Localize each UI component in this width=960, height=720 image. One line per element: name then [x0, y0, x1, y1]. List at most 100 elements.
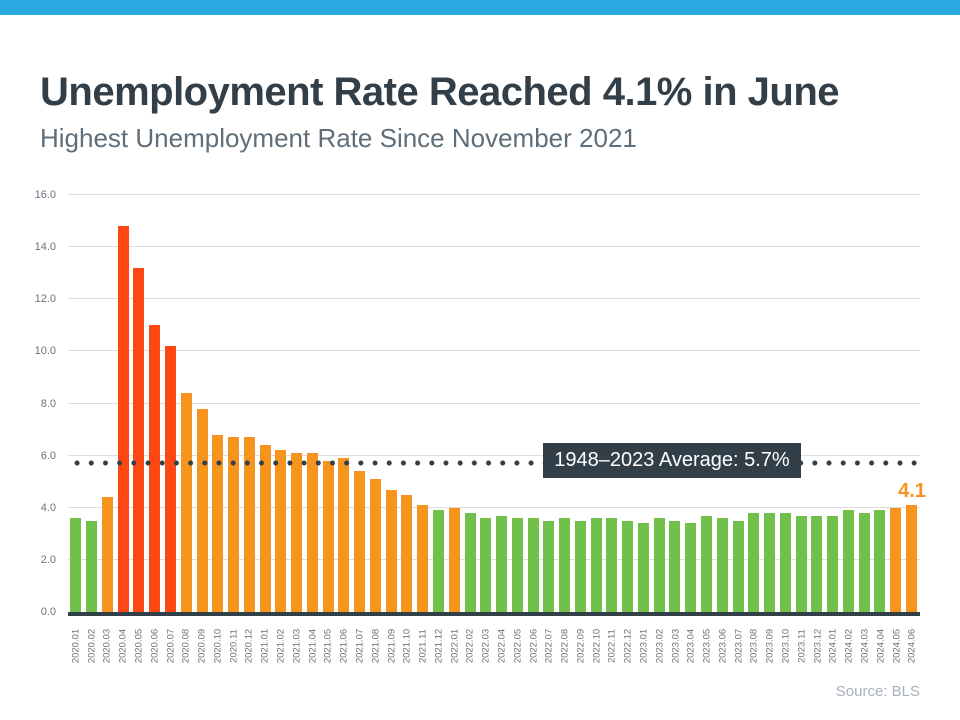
y-tick-label: 8.0 — [40, 397, 56, 410]
x-tick-2021.01: 2021.01 — [257, 617, 273, 675]
x-tick-label: 2021.12 — [433, 628, 445, 664]
x-tick-label: 2023.02 — [654, 628, 666, 664]
x-tick-2024.01: 2024.01 — [826, 617, 842, 675]
bar-2024.02 — [842, 510, 854, 612]
x-tick-label: 2020.02 — [86, 628, 98, 664]
x-tick-label: 2022.09 — [575, 628, 587, 664]
x-tick-label: 2023.11 — [796, 629, 808, 663]
x-tick-label: 2023.01 — [638, 628, 650, 664]
bar-2020.06 — [149, 325, 161, 612]
x-tick-2023.11: 2023.11 — [794, 617, 810, 675]
x-tick-label: 2020.09 — [196, 628, 208, 664]
bar-2021.01 — [259, 445, 271, 612]
y-tick-label: 4.0 — [40, 501, 56, 514]
x-tick-label: 2020.11 — [228, 629, 240, 663]
x-tick-2023.06: 2023.06 — [715, 617, 731, 675]
x-tick-label: 2023.12 — [812, 628, 824, 664]
bar-2020.03 — [101, 497, 113, 612]
bar-2021.06 — [338, 458, 350, 612]
x-tick-2024.02: 2024.02 — [841, 617, 857, 675]
x-tick-label: 2022.03 — [480, 628, 492, 664]
x-axis-labels: 2020.01 2020.02 2020.03 2020.04 2020.05 2020.… — [68, 617, 920, 675]
x-tick-label: 2024.03 — [859, 628, 871, 664]
x-tick-2021.10: 2021.10 — [399, 617, 415, 675]
bar-2023.01 — [637, 523, 649, 612]
bar-2024.04 — [874, 510, 886, 612]
x-tick-label: 2020.05 — [133, 628, 145, 664]
x-tick-label: 2020.03 — [101, 628, 113, 664]
x-tick-label: 2023.07 — [733, 628, 745, 664]
x-tick-2021.03: 2021.03 — [289, 617, 305, 675]
x-tick-label: 2022.05 — [512, 628, 524, 664]
y-axis-labels: 0.0 2.0 4.0 6.0 8.0 10.0 12.0 14.0 16.0 — [0, 189, 62, 618]
bar-2021.08 — [369, 479, 381, 612]
bar-2023.02 — [653, 518, 665, 612]
x-tick-label: 2021.11 — [417, 629, 429, 663]
y-tick-label: 2.0 — [40, 553, 56, 566]
gridline — [68, 558, 920, 560]
x-tick-label: 2023.03 — [670, 628, 682, 664]
x-tick-2020.07: 2020.07 — [163, 617, 179, 675]
x-tick-label: 2022.06 — [528, 628, 540, 664]
bar-2021.04 — [306, 453, 318, 612]
bar-2024.01 — [827, 515, 839, 612]
x-tick-label: 2021.04 — [307, 628, 319, 664]
average-line — [68, 460, 920, 467]
page-subtitle: Highest Unemployment Rate Since November… — [40, 122, 637, 153]
gridline — [68, 454, 920, 456]
bar-2021.07 — [354, 471, 366, 612]
x-tick-2021.07: 2021.07 — [352, 617, 368, 675]
bar-2022.03 — [480, 518, 492, 612]
x-tick-2023.12: 2023.12 — [810, 617, 826, 675]
bar-2021.02 — [275, 450, 287, 612]
bar-2022.06 — [527, 518, 539, 612]
x-tick-label: 2024.06 — [906, 628, 918, 664]
bar-2024.06 — [905, 505, 917, 612]
x-tick-2022.01: 2022.01 — [447, 617, 463, 675]
x-tick-2021.02: 2021.02 — [273, 617, 289, 675]
gridline — [68, 402, 920, 404]
x-tick-label: 2021.10 — [401, 628, 413, 664]
y-tick-label: 16.0 — [34, 189, 56, 201]
x-tick-label: 2023.05 — [701, 628, 713, 664]
bar-2021.11 — [417, 505, 429, 612]
x-tick-label: 2022.11 — [606, 629, 618, 663]
bar-2021.12 — [432, 510, 444, 612]
bar-2020.07 — [164, 346, 176, 612]
gridline — [68, 350, 920, 352]
x-tick-2020.04: 2020.04 — [115, 617, 131, 675]
top-banner — [0, 0, 960, 15]
bar-2023.03 — [669, 520, 681, 612]
x-tick-2022.06: 2022.06 — [526, 617, 542, 675]
bar-2022.07 — [543, 520, 555, 612]
x-tick-label: 2023.04 — [685, 628, 697, 664]
bar-2021.05 — [322, 460, 334, 612]
x-tick-2024.04: 2024.04 — [873, 617, 889, 675]
x-tick-2023.02: 2023.02 — [652, 617, 668, 675]
gridline — [68, 246, 920, 248]
bar-2022.04 — [496, 515, 508, 612]
bar-2020.12 — [243, 437, 255, 612]
latest-value-label: 4.1 — [898, 480, 926, 502]
bar-2023.09 — [764, 512, 776, 612]
x-tick-label: 2022.01 — [449, 628, 461, 664]
x-tick-label: 2020.06 — [149, 628, 161, 664]
bar-2022.01 — [448, 507, 460, 612]
x-tick-2023.04: 2023.04 — [683, 617, 699, 675]
gridline — [68, 194, 920, 195]
x-tick-label: 2023.09 — [764, 628, 776, 664]
x-tick-2022.02: 2022.02 — [463, 617, 479, 675]
x-tick-label: 2022.04 — [496, 628, 508, 664]
bar-2020.10 — [212, 434, 224, 612]
bar-2021.10 — [401, 494, 413, 612]
x-tick-2020.10: 2020.10 — [210, 617, 226, 675]
x-tick-2020.08: 2020.08 — [178, 617, 194, 675]
bar-2022.02 — [464, 512, 476, 612]
bar-2023.07 — [732, 520, 744, 612]
bar-2022.05 — [511, 518, 523, 612]
bar-2020.11 — [228, 437, 240, 612]
x-tick-2022.12: 2022.12 — [620, 617, 636, 675]
x-tick-2022.08: 2022.08 — [557, 617, 573, 675]
x-tick-2024.06: 2024.06 — [904, 617, 920, 675]
x-tick-2021.08: 2021.08 — [368, 617, 384, 675]
